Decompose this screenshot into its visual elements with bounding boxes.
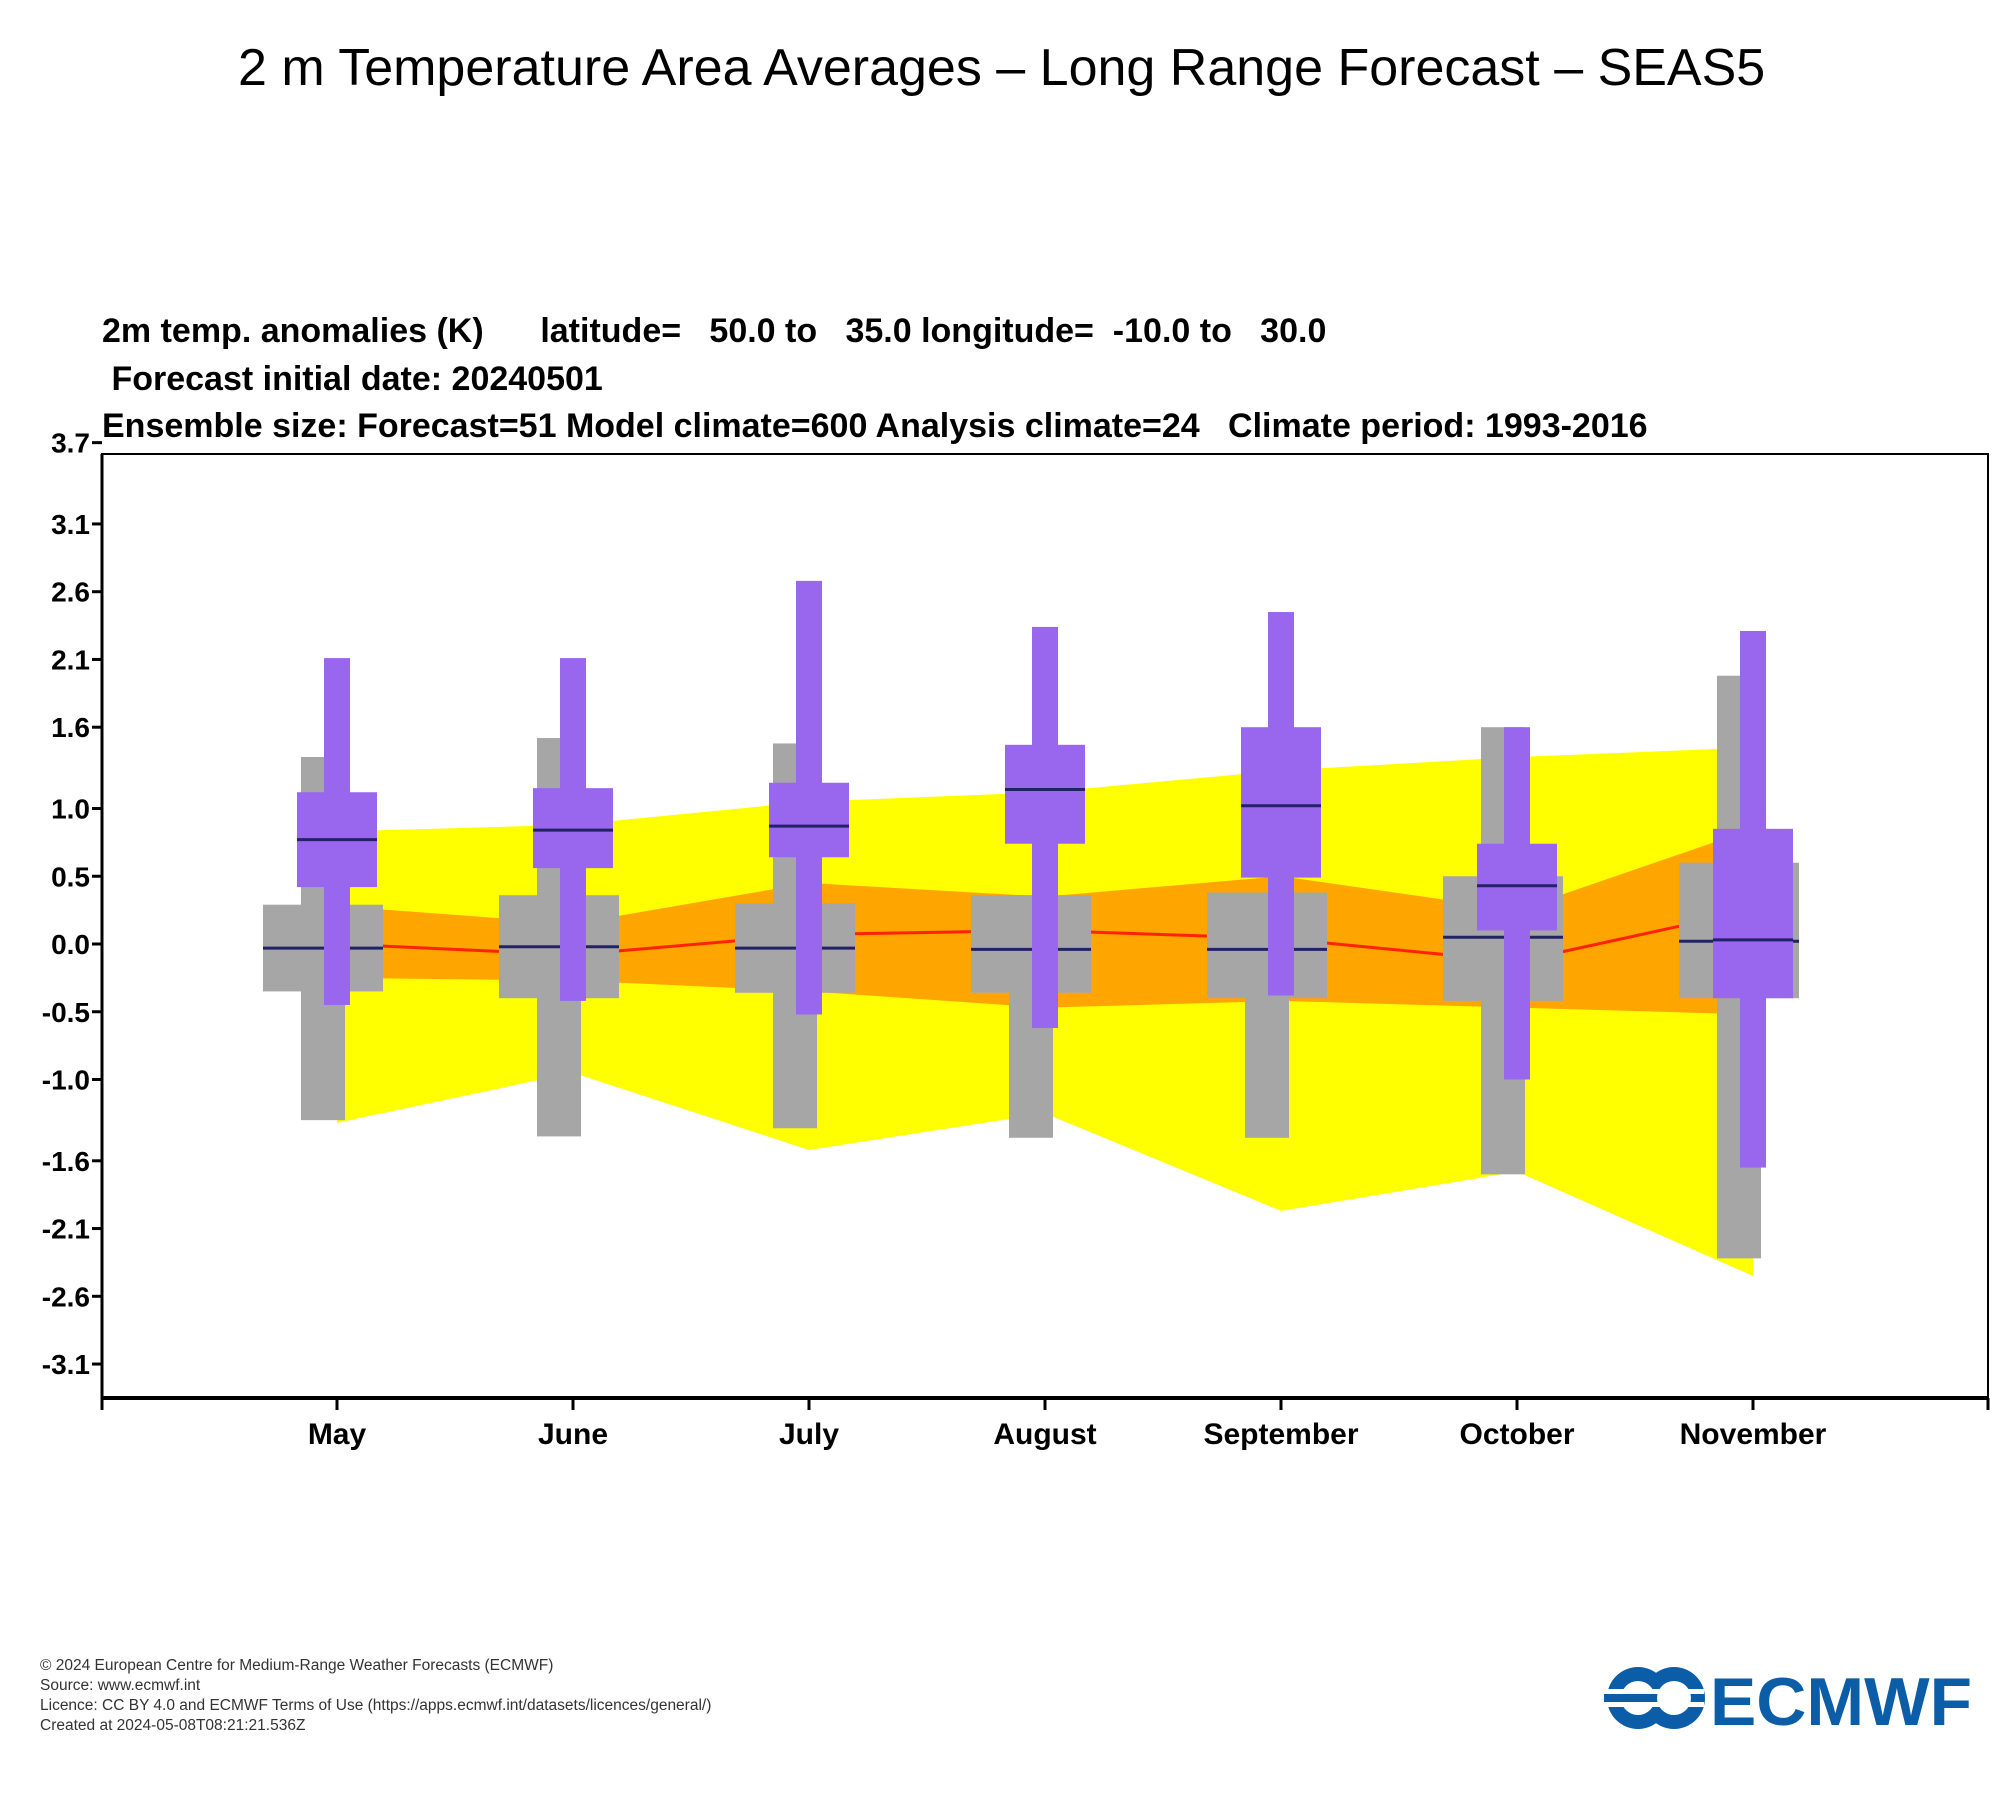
chart-header-line-3: Ensemble size: Forecast=51 Model climate… — [102, 407, 1648, 445]
footer: © 2024 European Centre for Medium-Range … — [40, 1656, 1140, 1736]
ecmwf-logo: ECMWF — [1604, 1664, 1972, 1738]
footer-licence: Licence: CC BY 4.0 and ECMWF Terms of Us… — [40, 1697, 712, 1714]
y-tick-label: -2.6 — [42, 1281, 90, 1312]
x-tick-label-september: September — [1203, 1418, 1358, 1451]
forecast-box-july — [769, 782, 849, 858]
y-axis: 3.7 3.1 2.6 2.1 1.6 1.0 0.5 0.0 -0.5 -1.0 -1.6 -2.1… — [42, 428, 102, 1380]
model-climate-box-august — [971, 895, 1091, 993]
forecast-box-november — [1713, 828, 1793, 999]
footer-copyright: © 2024 European Centre for Medium-Range … — [40, 1657, 554, 1674]
forecast-box-june — [533, 788, 613, 869]
ecmwf-logo-mark — [1604, 1667, 1705, 1729]
y-tick-label: -2.1 — [42, 1214, 90, 1245]
chart-header-line-2: Forecast initial date: 20240501 — [102, 360, 603, 398]
forecast-box-september — [1241, 727, 1321, 878]
model-climate-box-september — [1207, 892, 1327, 999]
y-tick-label: -1.6 — [42, 1146, 90, 1177]
y-tick-label: 1.0 — [51, 794, 90, 825]
x-tick-label-november: November — [1680, 1418, 1827, 1451]
y-tick-label: 0.0 — [51, 929, 90, 960]
x-tick-label-august: August — [993, 1418, 1096, 1451]
chart: 2m temp. anomalies (K) latitude= 50.0 to… — [42, 312, 1990, 1451]
x-axis: May June July August September October Novembe… — [100, 1398, 1990, 1451]
y-tick-label: 3.7 — [51, 428, 90, 459]
box-plots — [263, 580, 1799, 1259]
footer-created: Created at 2024-05-08T08:21:21.536Z — [40, 1717, 306, 1734]
x-tick-label-october: October — [1459, 1418, 1574, 1451]
page-title: 2 m Temperature Area Averages – Long Ran… — [238, 39, 1766, 97]
chart-header: 2m temp. anomalies (K) latitude= 50.0 to… — [102, 312, 1648, 445]
y-tick-label: 0.5 — [51, 861, 90, 892]
y-tick-label: 1.6 — [51, 712, 90, 743]
y-tick-label: 3.1 — [51, 509, 90, 540]
x-tick-label-july: July — [779, 1418, 839, 1451]
y-tick-label: -0.5 — [42, 997, 90, 1028]
ecmwf-logo-text: ECMWF — [1710, 1664, 1972, 1738]
y-tick-label: 2.1 — [51, 644, 90, 675]
footer-source: Source: www.ecmwf.int — [40, 1677, 201, 1694]
chart-header-line-1: 2m temp. anomalies (K) latitude= 50.0 to… — [102, 312, 1326, 350]
x-tick-label-june: June — [538, 1418, 608, 1451]
y-tick-label: 2.6 — [51, 577, 90, 608]
forecast-box-august — [1005, 744, 1085, 844]
y-tick-label: -1.0 — [42, 1065, 90, 1096]
y-tick-label: -3.1 — [42, 1349, 90, 1380]
x-tick-label-may: May — [308, 1418, 367, 1451]
